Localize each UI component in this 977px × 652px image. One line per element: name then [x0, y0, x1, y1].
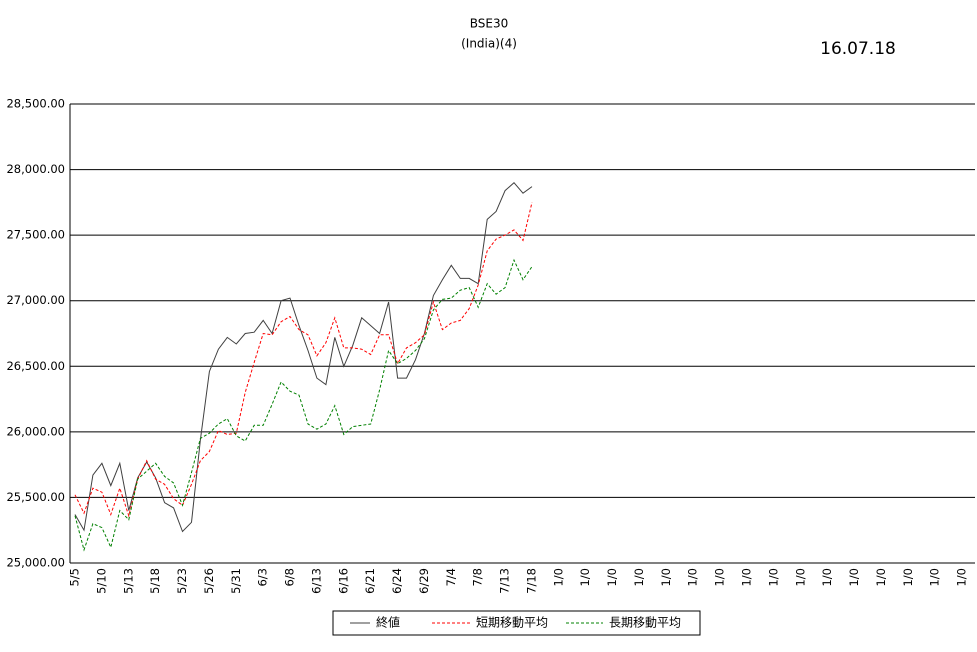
x-tick-label: 1/0 — [874, 568, 888, 587]
chart-title: BSE30 — [470, 17, 509, 31]
x-tick-label: 1/0 — [740, 568, 754, 587]
y-tick-label: 25,000.00 — [6, 556, 65, 570]
x-tick-label: 1/0 — [686, 568, 700, 587]
x-tick-label: 5/13 — [121, 568, 135, 594]
x-tick-label: 6/13 — [309, 568, 323, 594]
x-tick-label: 1/0 — [820, 568, 834, 587]
y-tick-label: 26,000.00 — [6, 424, 65, 438]
x-tick-label: 6/3 — [256, 568, 270, 587]
legend-box — [332, 610, 701, 636]
x-tick-label: 5/5 — [68, 568, 82, 587]
y-tick-label: 27,000.00 — [6, 293, 65, 307]
x-tick-label: 7/13 — [498, 568, 512, 594]
x-tick-label: 5/23 — [175, 568, 189, 594]
x-tick-label: 6/16 — [336, 568, 350, 594]
x-tick-label: 7/8 — [471, 568, 485, 587]
x-tick-label: 6/8 — [283, 568, 297, 587]
x-tick-label: 1/0 — [793, 568, 807, 587]
x-tick-label: 1/0 — [766, 568, 780, 587]
series-line — [74, 202, 533, 518]
x-tick-label: 1/0 — [928, 568, 942, 587]
y-tick-label: 27,500.00 — [6, 228, 65, 242]
y-tick-label: 25,500.00 — [6, 490, 65, 504]
x-tick-label: 5/31 — [229, 568, 243, 594]
legend-label: 短期移動平均 — [476, 616, 548, 630]
series-line — [74, 258, 533, 552]
legend-label: 終値 — [376, 615, 400, 630]
y-tick-label: 28,000.00 — [6, 162, 65, 176]
legend-label: 長期移動平均 — [609, 616, 681, 630]
x-tick-label: 5/18 — [148, 568, 162, 594]
x-tick-label: 5/26 — [202, 568, 216, 594]
x-tick-label: 1/0 — [551, 568, 565, 587]
x-tick-label: 7/4 — [444, 568, 458, 587]
x-tick-label: 6/21 — [363, 568, 377, 594]
x-tick-label: 1/0 — [955, 568, 969, 587]
x-tick-label: 1/0 — [901, 568, 915, 587]
x-tick-label: 1/0 — [632, 568, 646, 587]
x-tick-label: 1/0 — [847, 568, 861, 587]
y-tick-label: 26,500.00 — [6, 359, 65, 373]
chart-subtitle: (India)(4) — [461, 37, 517, 51]
x-tick-label: 1/0 — [605, 568, 619, 587]
x-tick-label: 5/10 — [94, 568, 108, 594]
x-tick-label: 6/24 — [390, 568, 404, 594]
x-tick-label: 1/0 — [659, 568, 673, 587]
x-tick-label: 1/0 — [578, 568, 592, 587]
x-tick-label: 6/29 — [417, 568, 431, 594]
chart-date: 16.07.18 — [820, 39, 896, 59]
x-tick-label: 7/18 — [524, 568, 538, 594]
y-tick-label: 28,500.00 — [6, 97, 65, 111]
x-tick-label: 1/0 — [713, 568, 727, 587]
